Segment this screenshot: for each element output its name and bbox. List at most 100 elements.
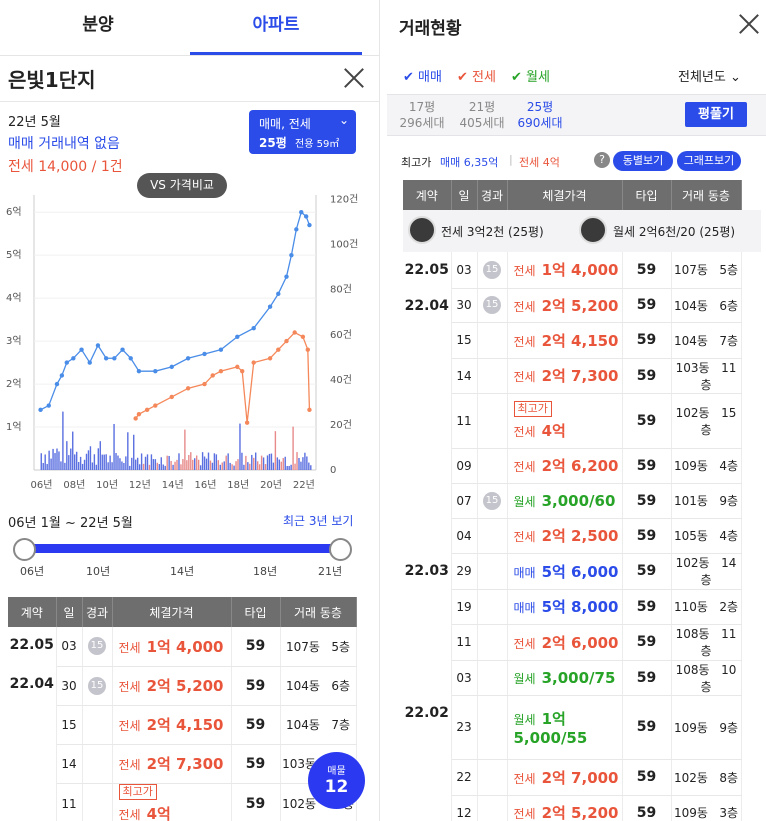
table-row[interactable]: 15 전세 2억 4,150 59 104동 7층 <box>403 322 742 359</box>
slider-end-handle[interactable] <box>329 538 352 561</box>
dong-floor: 108동 11층 <box>671 624 742 661</box>
price-cell: 전세 2억 4,150 <box>507 322 623 359</box>
table-row[interactable]: 22.04 30 15 전세 2억 5,200 59 104동 6층 <box>403 288 742 553</box>
elapsed-badge: 15 <box>483 260 501 279</box>
price-cell: 전세 1억 4,000 <box>112 627 232 667</box>
volume-bar <box>66 441 68 470</box>
x-tick-label: 12년 <box>129 479 151 491</box>
volume-bar <box>225 455 227 470</box>
chevron-down-icon: ⌄ <box>729 70 741 85</box>
table-row[interactable]: 15 전세 2억 4,150 59 104동 7층 <box>8 705 357 745</box>
volume-bar <box>199 465 202 470</box>
size-option[interactable]: 21평 405세대 <box>447 99 517 131</box>
elapsed-badge: 15 <box>88 637 106 656</box>
filter-monthly[interactable]: ✔ 월세 <box>511 66 550 85</box>
day: 09 <box>451 448 478 484</box>
volume-bar <box>72 431 74 470</box>
elapsed-cell <box>477 759 508 796</box>
close-icon[interactable] <box>344 68 364 88</box>
data-point <box>120 347 125 352</box>
elapsed-cell <box>477 448 508 484</box>
max-price-tag: 최고가 <box>118 783 157 800</box>
floor: 9층 <box>719 720 739 735</box>
unit-type: 59 <box>231 666 281 706</box>
table-row[interactable]: 12 전세 2억 5,200 59 109동 3층 <box>403 795 742 821</box>
help-icon[interactable]: ? <box>594 152 610 168</box>
table-row[interactable]: 22 전세 2억 7,000 59 102동 8층 <box>403 759 742 796</box>
trade-price: 4억 <box>146 804 171 821</box>
size-option-selected[interactable]: 25평 690세대 <box>505 99 575 131</box>
table-row[interactable]: 09 전세 2억 6,200 59 109동 4층 <box>403 448 742 484</box>
table-row[interactable]: 19 매매 5억 8,000 59 110동 2층 <box>403 589 742 625</box>
table-row[interactable]: 22.04 30 15 전세 2억 5,200 59 104동 6층 <box>8 666 357 821</box>
filter-jeonse[interactable]: ✔ 전세 <box>457 66 496 85</box>
tab-presale[interactable]: 분양 <box>82 15 114 35</box>
elapsed-badge: 15 <box>483 296 501 314</box>
graph-view-button[interactable]: 그래프보기 <box>677 151 741 171</box>
pyeong-toggle-button[interactable]: 평풀기 <box>685 102 747 127</box>
listings-fab[interactable]: 매물 12 <box>308 752 365 809</box>
unit-type: 59 <box>622 483 672 519</box>
slider-start-handle[interactable] <box>13 538 36 561</box>
unit-type: 59 <box>231 744 281 784</box>
day: 22 <box>451 759 478 796</box>
volume-bar <box>227 453 229 470</box>
year-dropdown[interactable]: 전체년도 ⌄ <box>678 66 741 85</box>
slider-tick: 21년 <box>318 565 343 578</box>
tab-apartment[interactable]: 아파트 <box>252 15 300 35</box>
price-cell: 전세 2억 6,000 <box>507 624 623 661</box>
size-households: 690세대 <box>517 116 563 130</box>
x-tick-label: 18년 <box>227 479 249 491</box>
volume-bar <box>134 459 137 470</box>
selected-month: 22년 5월 <box>8 115 61 130</box>
volume-bar <box>150 454 153 470</box>
filter-jeonse-label: 전세 <box>472 70 496 85</box>
volume-bar <box>292 426 294 470</box>
vs-compare-button[interactable]: VS 가격비교 <box>137 173 227 198</box>
table-row[interactable]: 03 월세 3,000/75 59 108동 10층 <box>403 660 742 696</box>
size-option[interactable]: 17평 296세대 <box>387 99 457 131</box>
col-day: 일 <box>56 597 83 627</box>
table-row[interactable]: 22.02 23 월세 1억 5,000/55 59 109동 9층 <box>403 695 742 821</box>
type-size-selector[interactable]: 매매, 전세 ⌄ 25평 전용 59㎡ <box>249 110 356 154</box>
volume-bar <box>284 456 286 470</box>
filter-sale[interactable]: ✔ 매매 <box>403 66 442 85</box>
listing-monthly[interactable]: 월세 2억6천/20 (25평) <box>613 225 736 239</box>
table-row[interactable]: 22.05 03 15 전세 1억 4,000 59 107동 5층 <box>403 252 742 289</box>
trade-kind: 전세 <box>513 334 536 349</box>
volume-bar <box>290 464 292 470</box>
floor: 7층 <box>331 718 351 732</box>
elapsed-cell: 15 <box>477 483 508 519</box>
table-row[interactable]: 22.03 29 매매 5억 6,000 59 102동 14층 <box>403 553 742 695</box>
period-range: 06년 1월 ~ 22년 5월 <box>8 516 133 531</box>
check-icon: ✔ <box>457 70 468 85</box>
elapsed-cell <box>82 705 113 745</box>
table-row[interactable]: 11 전세 2억 6,000 59 108동 11층 <box>403 624 742 661</box>
listing-jeonse[interactable]: 전세 3억2천 (25평) <box>441 225 544 239</box>
table-row[interactable]: 22.05 03 15 전세 1억 4,000 59 107동 5층 <box>8 627 357 667</box>
data-point <box>185 386 191 391</box>
volume-bar <box>197 459 200 470</box>
data-point <box>185 356 191 361</box>
period-slider-track[interactable] <box>24 544 341 553</box>
volume-bar <box>40 453 42 470</box>
table-row[interactable]: 07 15 월세 3,000/60 59 101동 9층 <box>403 483 742 519</box>
trade-kind: 전세 <box>513 530 536 544</box>
recent-3y-link[interactable]: 최근 3년 보기 <box>283 514 354 528</box>
volume-bar <box>247 462 249 470</box>
floor: 14층 <box>700 556 737 587</box>
floor: 3층 <box>719 806 739 820</box>
close-icon[interactable] <box>739 14 759 34</box>
contract-date: 22.05 <box>8 627 57 666</box>
table-row[interactable]: 04 전세 2억 2,500 59 105동 4층 <box>403 518 742 554</box>
dong: 110동 <box>673 600 708 614</box>
volume-bar <box>146 454 149 470</box>
x-tick-label: 08년 <box>63 479 85 491</box>
dong-view-button[interactable]: 동별보기 <box>613 151 673 171</box>
volume-bar <box>217 460 220 470</box>
price-cell: 전세 2억 7,300 <box>112 744 232 784</box>
